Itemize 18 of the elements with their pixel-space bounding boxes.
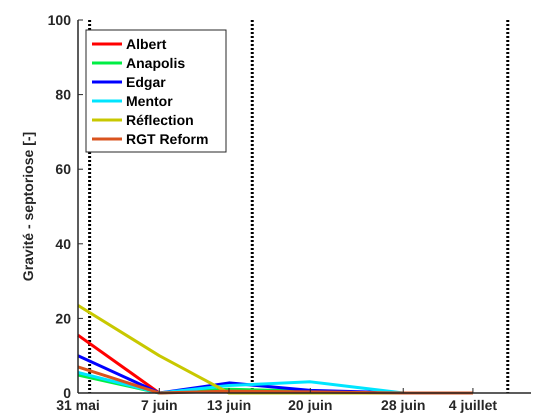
- legend-label: Edgar: [126, 74, 166, 90]
- y-tick-label: 100: [48, 12, 72, 28]
- legend-label: RGT Reform: [126, 131, 208, 147]
- line-series: [76, 365, 474, 394]
- legend-label: Mentor: [126, 93, 174, 109]
- x-tick-label: 28 juin: [381, 397, 426, 413]
- y-tick-label: 60: [55, 161, 72, 178]
- legend-label: Albert: [126, 36, 167, 52]
- x-tick-label: 4 juillet: [448, 397, 498, 413]
- y-tick-label: 40: [55, 236, 72, 252]
- y-axis-title: Gravité - septoriose [-]: [20, 132, 36, 282]
- legend-label: Réflection: [126, 112, 194, 128]
- y-tick-label: 80: [55, 86, 72, 103]
- legend-label: Anapolis: [126, 55, 186, 71]
- y-tick-label: 20: [55, 310, 72, 326]
- x-tick-label: 13 juin: [206, 397, 252, 413]
- x-tick-label: 20 juin: [288, 397, 332, 413]
- x-tick-label: 7 juin: [141, 397, 178, 413]
